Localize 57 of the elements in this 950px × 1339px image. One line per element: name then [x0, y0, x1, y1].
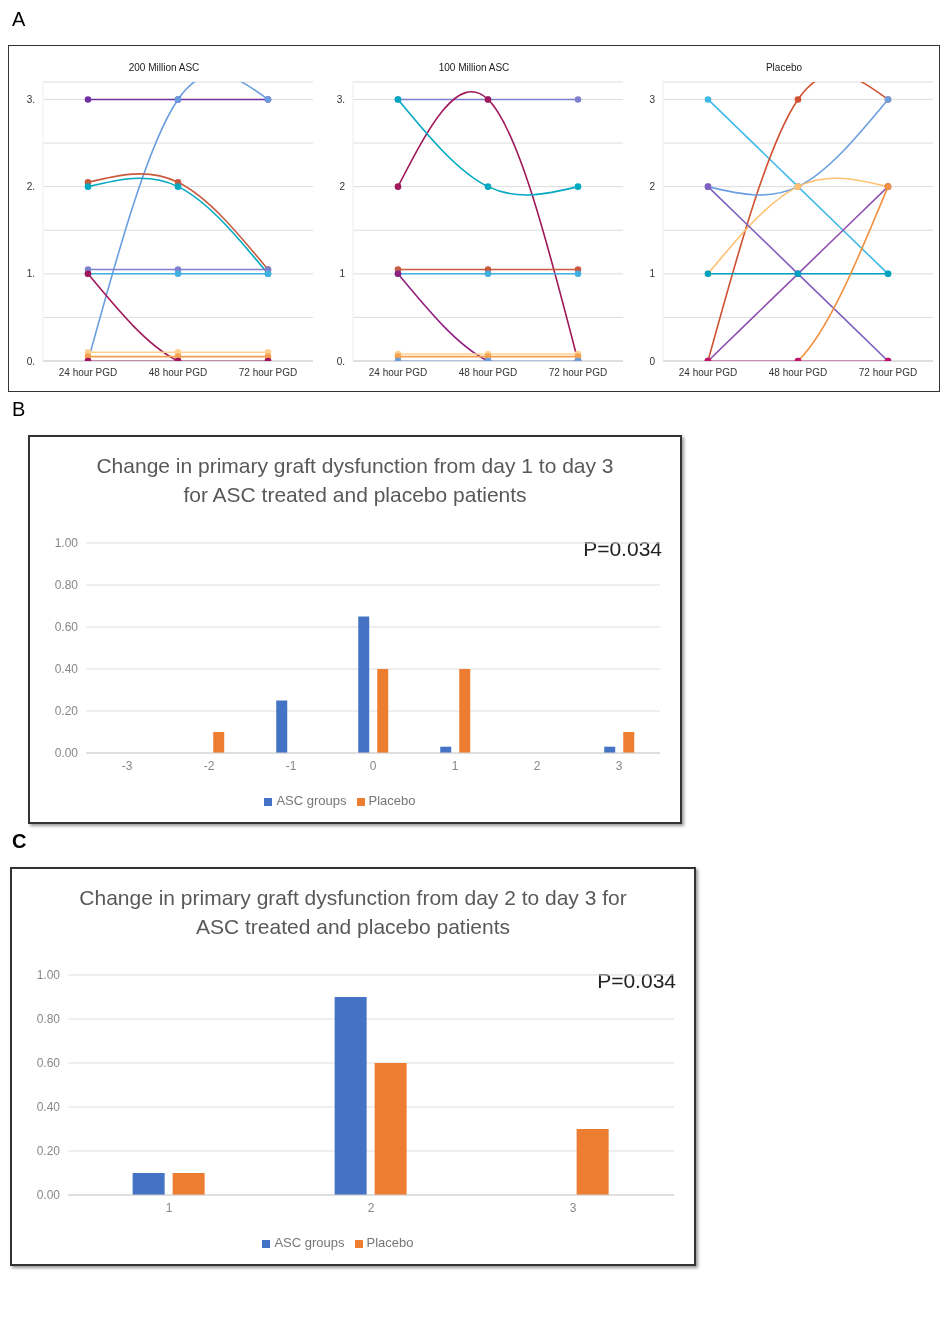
y-tick-label: 3. — [26, 93, 35, 105]
chart-title: Change in primary graft dysfunction from day 2 to day 3 for ASC treated and placebo patients — [78, 885, 628, 940]
x-tick-label: 24 hour PGD — [678, 367, 738, 379]
x-tick-label: 3 — [569, 1200, 577, 1215]
y-tick-label: 1 — [339, 268, 346, 280]
legend-label: ASC groups — [276, 793, 347, 808]
y-tick-label: 0. — [26, 355, 35, 367]
y-tick-label: 0 — [649, 355, 656, 367]
x-tick-label: 72 hour PGD — [548, 367, 608, 379]
y-tick-label: 0.80 — [54, 578, 79, 593]
y-tick-label: 0.00 — [36, 1188, 61, 1203]
y-tick-label: 0.00 — [54, 746, 79, 761]
y-tick-label: 2. — [26, 181, 35, 193]
x-tick-label: 48 hour PGD — [458, 367, 518, 379]
annotation: P=0.034 — [597, 969, 676, 993]
chart-title: Change in primary graft dysfunction from day 1 to day 3 for ASC treated and placebo patients — [95, 453, 615, 508]
y-tick-label: 0. — [336, 355, 345, 367]
y-tick-label: 1 — [649, 268, 656, 280]
x-tick-label: 48 hour PGD — [768, 367, 828, 379]
x-tick-label: 24 hour PGD — [368, 367, 428, 379]
x-tick-label: -1 — [285, 758, 297, 773]
x-tick-label: 72 hour PGD — [858, 367, 918, 379]
x-tick-label: 3 — [615, 758, 623, 773]
chart-title: 200 Million ASC — [127, 61, 201, 75]
legend-label: ASC groups — [274, 1235, 345, 1250]
annotation: P=0.034 — [583, 537, 662, 561]
x-tick-label: 1 — [451, 758, 459, 773]
y-tick-label: 0.60 — [54, 620, 79, 635]
y-tick-label: 3. — [336, 93, 345, 105]
x-tick-label: 1 — [165, 1200, 173, 1215]
y-tick-label: 0.60 — [36, 1056, 61, 1071]
x-tick-label: 24 hour PGD — [58, 367, 118, 379]
chart-title: 100 Million ASC — [437, 61, 511, 75]
legend-label: Placebo — [366, 1235, 414, 1250]
x-tick-label: -2 — [203, 758, 215, 773]
text: B — [12, 398, 27, 421]
y-tick-label: 0.80 — [36, 1012, 61, 1027]
x-tick-label: 0 — [369, 758, 377, 773]
y-tick-label: 1. — [26, 268, 35, 280]
text: A — [12, 8, 27, 31]
x-tick-label: -3 — [121, 758, 133, 773]
y-tick-label: 1.00 — [54, 536, 79, 551]
y-tick-label: 1.00 — [36, 968, 61, 983]
y-tick-label: 0.20 — [36, 1144, 61, 1159]
x-tick-label: 2 — [533, 758, 541, 773]
x-tick-label: 72 hour PGD — [238, 367, 298, 379]
y-tick-label: 2 — [649, 181, 656, 193]
legend-label: Placebo — [368, 793, 416, 808]
y-tick-label: 0.20 — [54, 704, 79, 719]
y-tick-label: 0.40 — [54, 662, 79, 677]
text: C — [12, 830, 28, 853]
y-tick-label: 2 — [339, 181, 346, 193]
chart-title: Placebo — [764, 61, 804, 75]
y-tick-label: 3 — [649, 93, 656, 105]
y-tick-label: 0.40 — [36, 1100, 61, 1115]
x-tick-label: 2 — [367, 1200, 375, 1215]
x-tick-label: 48 hour PGD — [148, 367, 208, 379]
